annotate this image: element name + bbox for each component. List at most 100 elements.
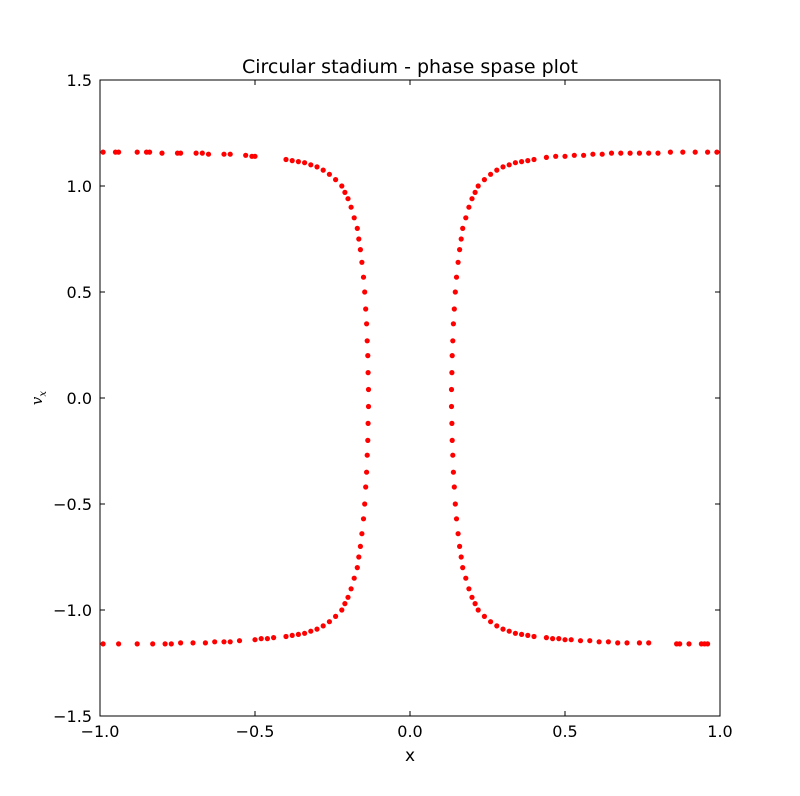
data-point <box>320 167 326 173</box>
data-point <box>221 151 227 157</box>
data-point <box>481 177 487 183</box>
data-point <box>450 469 456 475</box>
data-point <box>178 150 184 156</box>
data-point <box>320 623 326 629</box>
data-point <box>472 189 478 195</box>
data-point <box>360 516 367 522</box>
data-point <box>457 543 463 550</box>
data-point <box>452 501 458 507</box>
data-point <box>134 641 140 647</box>
data-point <box>494 623 500 629</box>
data-point <box>525 632 531 639</box>
y-tick-label: 0.0 <box>67 389 92 408</box>
x-tick-label: −0.5 <box>236 722 275 741</box>
data-point <box>252 153 258 159</box>
data-point <box>351 215 357 221</box>
data-point <box>448 386 455 393</box>
data-point <box>556 636 562 642</box>
data-point <box>252 637 258 643</box>
data-point <box>227 639 233 645</box>
data-point <box>488 619 494 625</box>
data-point <box>236 638 243 644</box>
y-axis-label-subscript: x <box>38 391 49 397</box>
data-point <box>449 370 455 376</box>
data-point <box>333 613 339 620</box>
data-point <box>348 204 354 210</box>
data-point <box>362 289 368 295</box>
data-point <box>243 152 249 158</box>
data-point <box>365 386 372 393</box>
data-point <box>356 236 362 242</box>
data-point <box>356 554 362 560</box>
data-point <box>134 149 140 155</box>
data-point <box>587 638 593 644</box>
data-point <box>680 149 686 155</box>
data-point <box>455 531 461 537</box>
data-point <box>178 640 184 646</box>
data-point <box>271 635 277 641</box>
data-point <box>147 149 153 155</box>
x-axis-label: x <box>405 746 415 766</box>
data-point <box>615 640 621 646</box>
data-point <box>519 631 525 638</box>
data-point <box>450 338 456 344</box>
data-point <box>568 637 574 643</box>
data-point <box>357 247 363 253</box>
data-point <box>365 437 371 443</box>
x-tick-label: −1.0 <box>81 722 120 741</box>
y-tick-label: 0.5 <box>67 283 92 302</box>
data-point <box>342 189 348 195</box>
data-point <box>363 484 369 490</box>
data-point <box>627 150 633 156</box>
data-point <box>571 152 577 158</box>
data-point <box>577 638 584 644</box>
data-point <box>351 575 357 581</box>
data-point <box>618 150 624 156</box>
y-tick-label: −0.5 <box>53 495 92 514</box>
data-point <box>463 575 469 581</box>
data-point <box>289 632 295 639</box>
data-point <box>283 633 289 640</box>
data-point <box>519 159 525 165</box>
data-point <box>596 639 602 645</box>
data-point <box>362 501 368 507</box>
data-point <box>506 628 512 634</box>
data-point <box>525 158 531 164</box>
data-point <box>221 639 227 645</box>
data-point <box>481 613 487 620</box>
data-point <box>553 153 559 159</box>
data-point <box>590 151 596 157</box>
data-point <box>460 225 466 231</box>
data-point <box>339 183 345 189</box>
data-point <box>289 158 295 164</box>
data-point <box>348 586 354 592</box>
data-point <box>202 640 208 646</box>
data-point <box>705 641 711 647</box>
data-point <box>365 370 371 376</box>
data-point <box>365 403 372 410</box>
chart-title: Circular stadium - phase spase plot <box>242 56 578 78</box>
data-point <box>460 565 466 571</box>
data-point <box>100 641 106 647</box>
data-point <box>458 554 464 560</box>
plot-frame <box>99 79 721 717</box>
data-point <box>449 420 455 426</box>
data-point <box>500 164 506 170</box>
data-point <box>314 626 320 632</box>
data-point <box>339 607 345 613</box>
data-point <box>543 635 550 641</box>
data-point <box>333 177 339 183</box>
data-point <box>116 149 122 155</box>
data-point <box>326 619 332 625</box>
data-point <box>646 150 652 156</box>
data-point <box>452 289 458 295</box>
y-axis-ticks: −1.5 −1.0 −0.5 0.0 0.5 1.0 1.5 <box>53 71 720 726</box>
data-point <box>168 641 174 647</box>
data-point <box>364 321 370 327</box>
y-tick-label: −1.0 <box>53 601 92 620</box>
svg-text:vx: vx <box>28 391 49 405</box>
x-axis-ticks: −1.0 −0.5 0.0 0.5 1.0 <box>81 80 733 741</box>
data-point <box>636 150 643 156</box>
data-point <box>359 531 365 537</box>
